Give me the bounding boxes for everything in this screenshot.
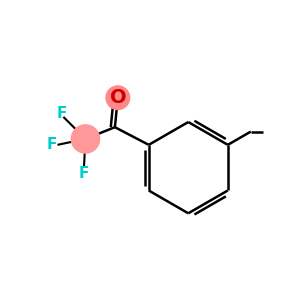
Text: F: F (57, 106, 67, 121)
Text: F: F (47, 137, 57, 152)
Text: O: O (110, 88, 126, 107)
Circle shape (71, 125, 100, 153)
Text: F: F (79, 166, 89, 181)
Circle shape (106, 86, 130, 110)
